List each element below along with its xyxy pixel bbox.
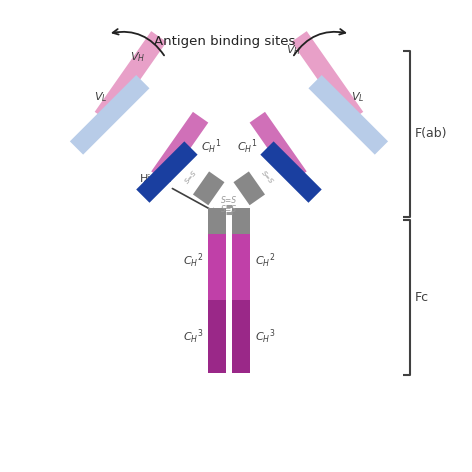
Polygon shape	[95, 31, 167, 123]
Text: S=S: S=S	[184, 170, 198, 185]
Polygon shape	[136, 142, 198, 203]
Text: Fc: Fc	[415, 291, 430, 304]
Text: $V_L$: $V_L$	[94, 90, 107, 104]
Text: $C_H$$^1$: $C_H$$^1$	[201, 138, 221, 156]
Text: Antigen binding sites: Antigen binding sites	[153, 35, 295, 48]
Polygon shape	[250, 112, 307, 182]
Polygon shape	[232, 220, 250, 300]
Polygon shape	[308, 75, 388, 155]
Polygon shape	[291, 31, 363, 123]
Polygon shape	[261, 142, 322, 203]
Polygon shape	[151, 112, 208, 182]
Text: $C_H$$^1$: $C_H$$^1$	[237, 138, 257, 156]
Polygon shape	[208, 208, 226, 234]
Text: S=S: S=S	[221, 205, 237, 214]
Polygon shape	[232, 300, 250, 373]
Text: S=S: S=S	[260, 170, 274, 185]
Polygon shape	[208, 220, 226, 300]
Text: $V_H$: $V_H$	[286, 43, 301, 58]
Text: $V_H$: $V_H$	[130, 51, 145, 64]
Text: F(ab): F(ab)	[415, 127, 448, 140]
Text: $C_L$: $C_L$	[142, 177, 156, 192]
Text: Hinge: Hinge	[139, 174, 217, 213]
Text: $C_H$$^3$: $C_H$$^3$	[183, 328, 203, 346]
Text: $V_L$: $V_L$	[351, 90, 364, 104]
Text: $C_L$: $C_L$	[302, 177, 316, 192]
Text: S=S: S=S	[221, 196, 237, 205]
Polygon shape	[193, 171, 225, 205]
Text: $C_H$$^3$: $C_H$$^3$	[255, 328, 275, 346]
Polygon shape	[208, 300, 226, 373]
Polygon shape	[70, 75, 150, 155]
Polygon shape	[234, 171, 265, 205]
Text: $C_H$$^2$: $C_H$$^2$	[255, 251, 275, 270]
Polygon shape	[232, 208, 250, 234]
Text: $C_H$$^2$: $C_H$$^2$	[183, 251, 203, 270]
